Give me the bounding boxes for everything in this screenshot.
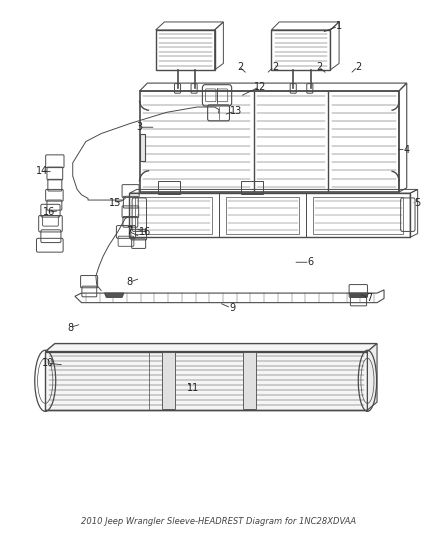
Text: 2010 Jeep Wrangler Sleeve-HEADREST Diagram for 1NC28XDVAA: 2010 Jeep Wrangler Sleeve-HEADREST Diagr… (81, 517, 357, 526)
Polygon shape (349, 293, 368, 297)
Text: 15: 15 (109, 198, 121, 208)
Text: 2: 2 (356, 62, 362, 71)
Text: 11: 11 (187, 383, 199, 393)
Text: 2: 2 (237, 62, 243, 71)
Polygon shape (105, 293, 124, 297)
Text: 3: 3 (137, 122, 143, 132)
Polygon shape (140, 134, 145, 161)
Text: 4: 4 (404, 144, 410, 155)
Text: 10: 10 (42, 358, 54, 368)
Text: 8: 8 (67, 322, 74, 333)
Text: 14: 14 (36, 166, 48, 176)
Text: 9: 9 (229, 303, 235, 313)
Polygon shape (367, 344, 377, 410)
Polygon shape (45, 352, 367, 410)
Text: 8: 8 (127, 278, 133, 287)
Text: 16: 16 (42, 207, 55, 217)
Text: 7: 7 (367, 293, 373, 303)
Text: 2: 2 (272, 62, 278, 71)
Polygon shape (243, 352, 256, 409)
Text: 7: 7 (127, 227, 133, 237)
Text: 12: 12 (254, 82, 267, 92)
Text: 16: 16 (139, 227, 151, 237)
Polygon shape (162, 352, 175, 409)
Polygon shape (45, 344, 377, 352)
Text: 1: 1 (336, 21, 342, 31)
Text: 5: 5 (414, 198, 421, 208)
Text: 6: 6 (307, 257, 314, 267)
Text: 2: 2 (316, 62, 322, 71)
Text: 13: 13 (230, 106, 242, 116)
